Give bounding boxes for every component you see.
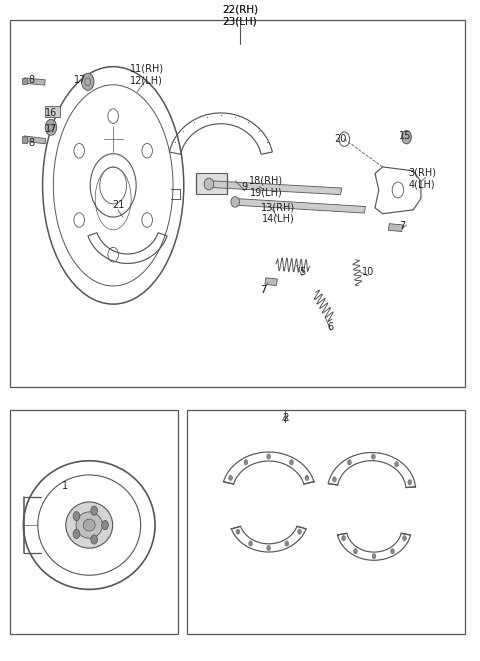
Circle shape: [372, 454, 375, 459]
Text: 13(RH)
14(LH): 13(RH) 14(LH): [261, 202, 295, 224]
Text: 17: 17: [45, 124, 57, 134]
Text: 21: 21: [112, 200, 124, 210]
Circle shape: [333, 477, 336, 482]
Circle shape: [372, 553, 376, 559]
Circle shape: [91, 535, 97, 544]
Polygon shape: [388, 223, 403, 231]
Text: 15: 15: [399, 131, 411, 141]
Text: 3(RH)
4(LH): 3(RH) 4(LH): [408, 168, 436, 190]
Text: 2: 2: [282, 412, 289, 422]
Circle shape: [342, 535, 346, 541]
Text: 11(RH)
12(LH): 11(RH) 12(LH): [130, 63, 164, 85]
Circle shape: [408, 480, 412, 485]
Bar: [45, 106, 60, 117]
Circle shape: [348, 460, 351, 465]
Circle shape: [102, 520, 108, 529]
Text: 9: 9: [242, 182, 248, 192]
Text: 17: 17: [73, 75, 86, 85]
Circle shape: [267, 454, 271, 459]
Circle shape: [402, 131, 411, 144]
Circle shape: [267, 545, 271, 551]
Circle shape: [391, 549, 395, 554]
Ellipse shape: [83, 519, 95, 531]
Text: 5: 5: [299, 268, 305, 278]
Text: 16: 16: [45, 108, 57, 118]
Bar: [10, 410, 178, 634]
Text: 22(RH)
23(LH): 22(RH) 23(LH): [222, 5, 258, 26]
Polygon shape: [209, 180, 342, 194]
Bar: [196, 173, 227, 194]
Circle shape: [395, 461, 398, 467]
Circle shape: [73, 529, 80, 539]
Bar: [22, 78, 27, 85]
Circle shape: [73, 512, 80, 521]
Polygon shape: [235, 198, 365, 213]
Ellipse shape: [66, 502, 113, 548]
Polygon shape: [24, 136, 46, 144]
Ellipse shape: [204, 178, 214, 190]
Text: 7: 7: [260, 285, 266, 295]
Bar: [22, 136, 27, 143]
Text: 8: 8: [29, 75, 35, 85]
Text: 18(RH)
19(LH): 18(RH) 19(LH): [249, 176, 283, 198]
Text: 6: 6: [328, 322, 334, 332]
Circle shape: [45, 120, 57, 136]
Circle shape: [298, 529, 301, 534]
Text: 7: 7: [400, 221, 406, 231]
Circle shape: [82, 73, 94, 91]
Circle shape: [403, 535, 407, 541]
Circle shape: [228, 475, 232, 481]
Circle shape: [244, 459, 248, 465]
Bar: [10, 20, 465, 387]
Text: 8: 8: [29, 137, 35, 147]
Polygon shape: [24, 78, 45, 85]
Ellipse shape: [76, 512, 102, 538]
Text: 20: 20: [335, 134, 347, 144]
Circle shape: [354, 549, 358, 554]
Circle shape: [285, 541, 289, 546]
Circle shape: [305, 475, 309, 481]
Circle shape: [236, 529, 240, 534]
Ellipse shape: [231, 196, 240, 207]
Text: 1: 1: [62, 481, 68, 490]
Polygon shape: [265, 278, 277, 286]
Text: 22(RH)
23(LH): 22(RH) 23(LH): [222, 5, 258, 26]
Text: 10: 10: [362, 268, 374, 278]
Circle shape: [91, 506, 97, 516]
Bar: [187, 410, 465, 634]
Circle shape: [249, 541, 252, 546]
Circle shape: [289, 459, 293, 465]
